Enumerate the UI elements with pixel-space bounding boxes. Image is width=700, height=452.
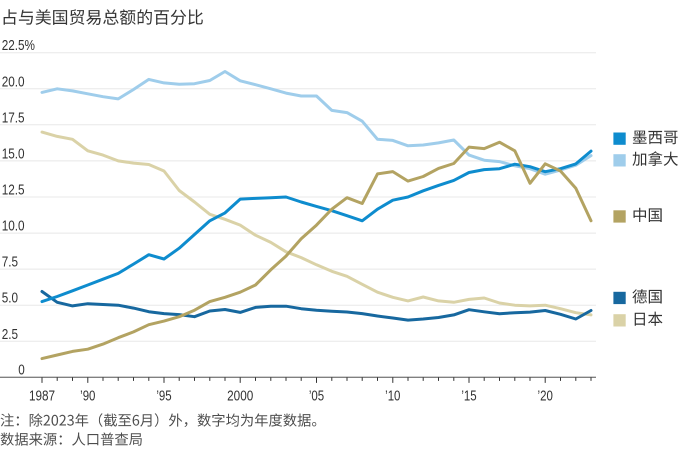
- svg-text:12.5: 12.5: [2, 183, 25, 199]
- svg-text:’95: ’95: [156, 389, 171, 405]
- svg-text:20.0: 20.0: [2, 74, 25, 90]
- svg-text:15.0: 15.0: [2, 146, 25, 162]
- svg-text:7.5: 7.5: [2, 255, 18, 271]
- svg-text:’90: ’90: [80, 389, 95, 405]
- svg-text:’15: ’15: [461, 389, 476, 405]
- svg-text:’05: ’05: [309, 389, 324, 405]
- svg-text:’10: ’10: [385, 389, 400, 405]
- svg-text:10.0: 10.0: [2, 219, 25, 235]
- svg-text:5.0: 5.0: [2, 291, 18, 307]
- svg-text:2000: 2000: [227, 389, 253, 405]
- svg-text:0: 0: [18, 362, 25, 378]
- svg-text:1987: 1987: [29, 389, 55, 405]
- svg-text:22.5%: 22.5%: [2, 38, 35, 54]
- svg-text:17.5: 17.5: [2, 110, 25, 126]
- svg-text:’20: ’20: [538, 389, 553, 405]
- svg-text:2.5: 2.5: [2, 327, 18, 343]
